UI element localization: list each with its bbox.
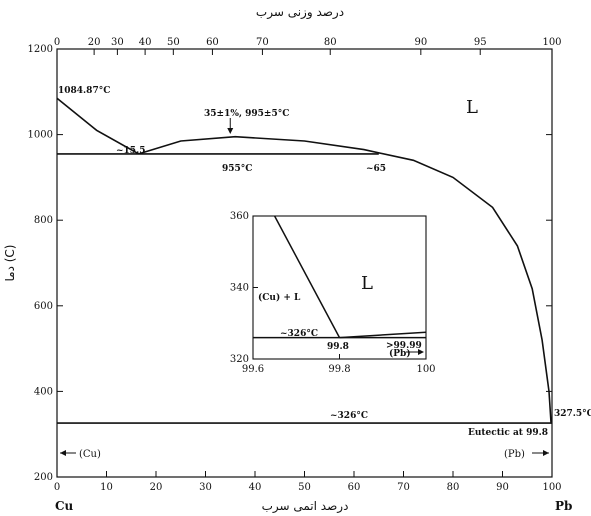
bottom-tick-label: 30 (199, 482, 212, 493)
bottom-tick-label: 40 (249, 482, 262, 493)
top-tick-label: 80 (324, 37, 337, 48)
phase-curve-0 (56, 97, 140, 155)
top-tick-label: 50 (167, 37, 180, 48)
max-arrow-head (227, 128, 234, 134)
corner-label-cu: Cu (55, 499, 74, 513)
top-axis-label: درصد وزنی سرب (256, 5, 344, 20)
left-tick-label: 800 (34, 215, 53, 226)
inset-background (247, 216, 427, 359)
inset-curves (253, 215, 427, 339)
annotation-9: (Cu) (79, 449, 101, 460)
inset-y-tick-label: 360 (230, 211, 249, 222)
annotation-0: 1084.87°C (58, 86, 110, 96)
top-tick-label: 95 (474, 37, 487, 48)
inset-curve-0 (273, 215, 341, 338)
annotation-8: Eutectic at 99.8 (468, 428, 548, 438)
inset-annotation-2: ~326°C (280, 329, 318, 339)
bottom-tick-label: 20 (150, 482, 163, 493)
bottom-axis-label: درصد اتمی سرب (262, 499, 349, 514)
corner-label-pb: Pb (555, 499, 572, 513)
inset-curve-1 (339, 331, 427, 339)
annotation-3: 955°C (222, 164, 252, 174)
left-tick-label: 600 (34, 301, 53, 312)
bottom-tick-label: 0 (54, 482, 60, 493)
annotation-7: 327.5°C (554, 409, 591, 419)
inset-pb-arrow-head (418, 349, 424, 355)
top-tick-label: 20 (88, 37, 101, 48)
top-tick-label: 30 (111, 37, 124, 48)
bottom-axis-ticks: 0 10 20 30 40 50 60 70 80 90 100 (54, 471, 562, 493)
top-tick-label: 70 (256, 37, 269, 48)
bottom-tick-label: 90 (496, 482, 509, 493)
phase-curve-1 (138, 135, 552, 423)
inset-annotation-5: (Pb) (389, 348, 411, 359)
left-axis-ticks: 200 400 600 800 1000 1200 (28, 44, 552, 483)
annotation-1: ~15.5 (116, 146, 145, 156)
top-tick-label: 60 (206, 37, 219, 48)
inset-annotation-1: L (361, 273, 373, 294)
inset-annotation-4: >99.99 (386, 341, 422, 351)
top-axis-ticks: 0 20 30 40 50 60 70 80 90 95 100 (54, 37, 562, 55)
inset-plot: 320 340 360 99.6 99.8 100 (Cu) + L L ~326°C 99.8… (230, 211, 436, 375)
bottom-tick-label: 70 (397, 482, 410, 493)
pb-arrow-head (543, 450, 549, 456)
left-tick-label: 200 (34, 472, 53, 483)
top-tick-label: 100 (542, 37, 561, 48)
inset-annotations: (Cu) + L L ~326°C 99.8 >99.99(Pb) (258, 273, 424, 359)
annotation-6: ~326°C (330, 411, 368, 421)
inset-y-tick-label: 340 (230, 283, 249, 294)
inset-annotation-0: (Cu) + L (258, 292, 301, 303)
inset-ticks: 320 340 360 99.6 99.8 100 (230, 211, 436, 375)
inset-x-tick-label: 99.6 (242, 364, 264, 375)
bottom-tick-label: 80 (447, 482, 460, 493)
left-tick-label: 1000 (28, 130, 53, 141)
inset-x-tick-label: 99.8 (328, 364, 350, 375)
inset-y-tick-label: 320 (230, 354, 249, 365)
annotation-2: 35±1%, 995±5°C (204, 109, 289, 119)
annotations: 1084.87°C ~15.5 35±1%, 995±5°C 955°C ~65 L ~32… (58, 86, 591, 460)
inset-x-tick-label: 100 (416, 364, 435, 375)
annotation-4: ~65 (366, 164, 386, 174)
inset-annotation-3: 99.8 (327, 342, 349, 352)
cu-arrow-head (60, 450, 66, 456)
left-tick-label: 1200 (28, 44, 53, 55)
annotation-10: (Pb) (504, 449, 525, 460)
bottom-tick-label: 10 (100, 482, 113, 493)
left-axis-label: دما (C) (3, 245, 17, 282)
bottom-tick-label: 50 (298, 482, 311, 493)
top-tick-label: 90 (414, 37, 427, 48)
top-tick-label: 0 (54, 37, 60, 48)
bottom-tick-label: 100 (542, 482, 561, 493)
phase-curves (56, 97, 552, 424)
top-tick-label: 40 (139, 37, 152, 48)
left-tick-label: 400 (34, 386, 53, 397)
annotation-5: L (466, 97, 478, 118)
bottom-tick-label: 60 (348, 482, 361, 493)
